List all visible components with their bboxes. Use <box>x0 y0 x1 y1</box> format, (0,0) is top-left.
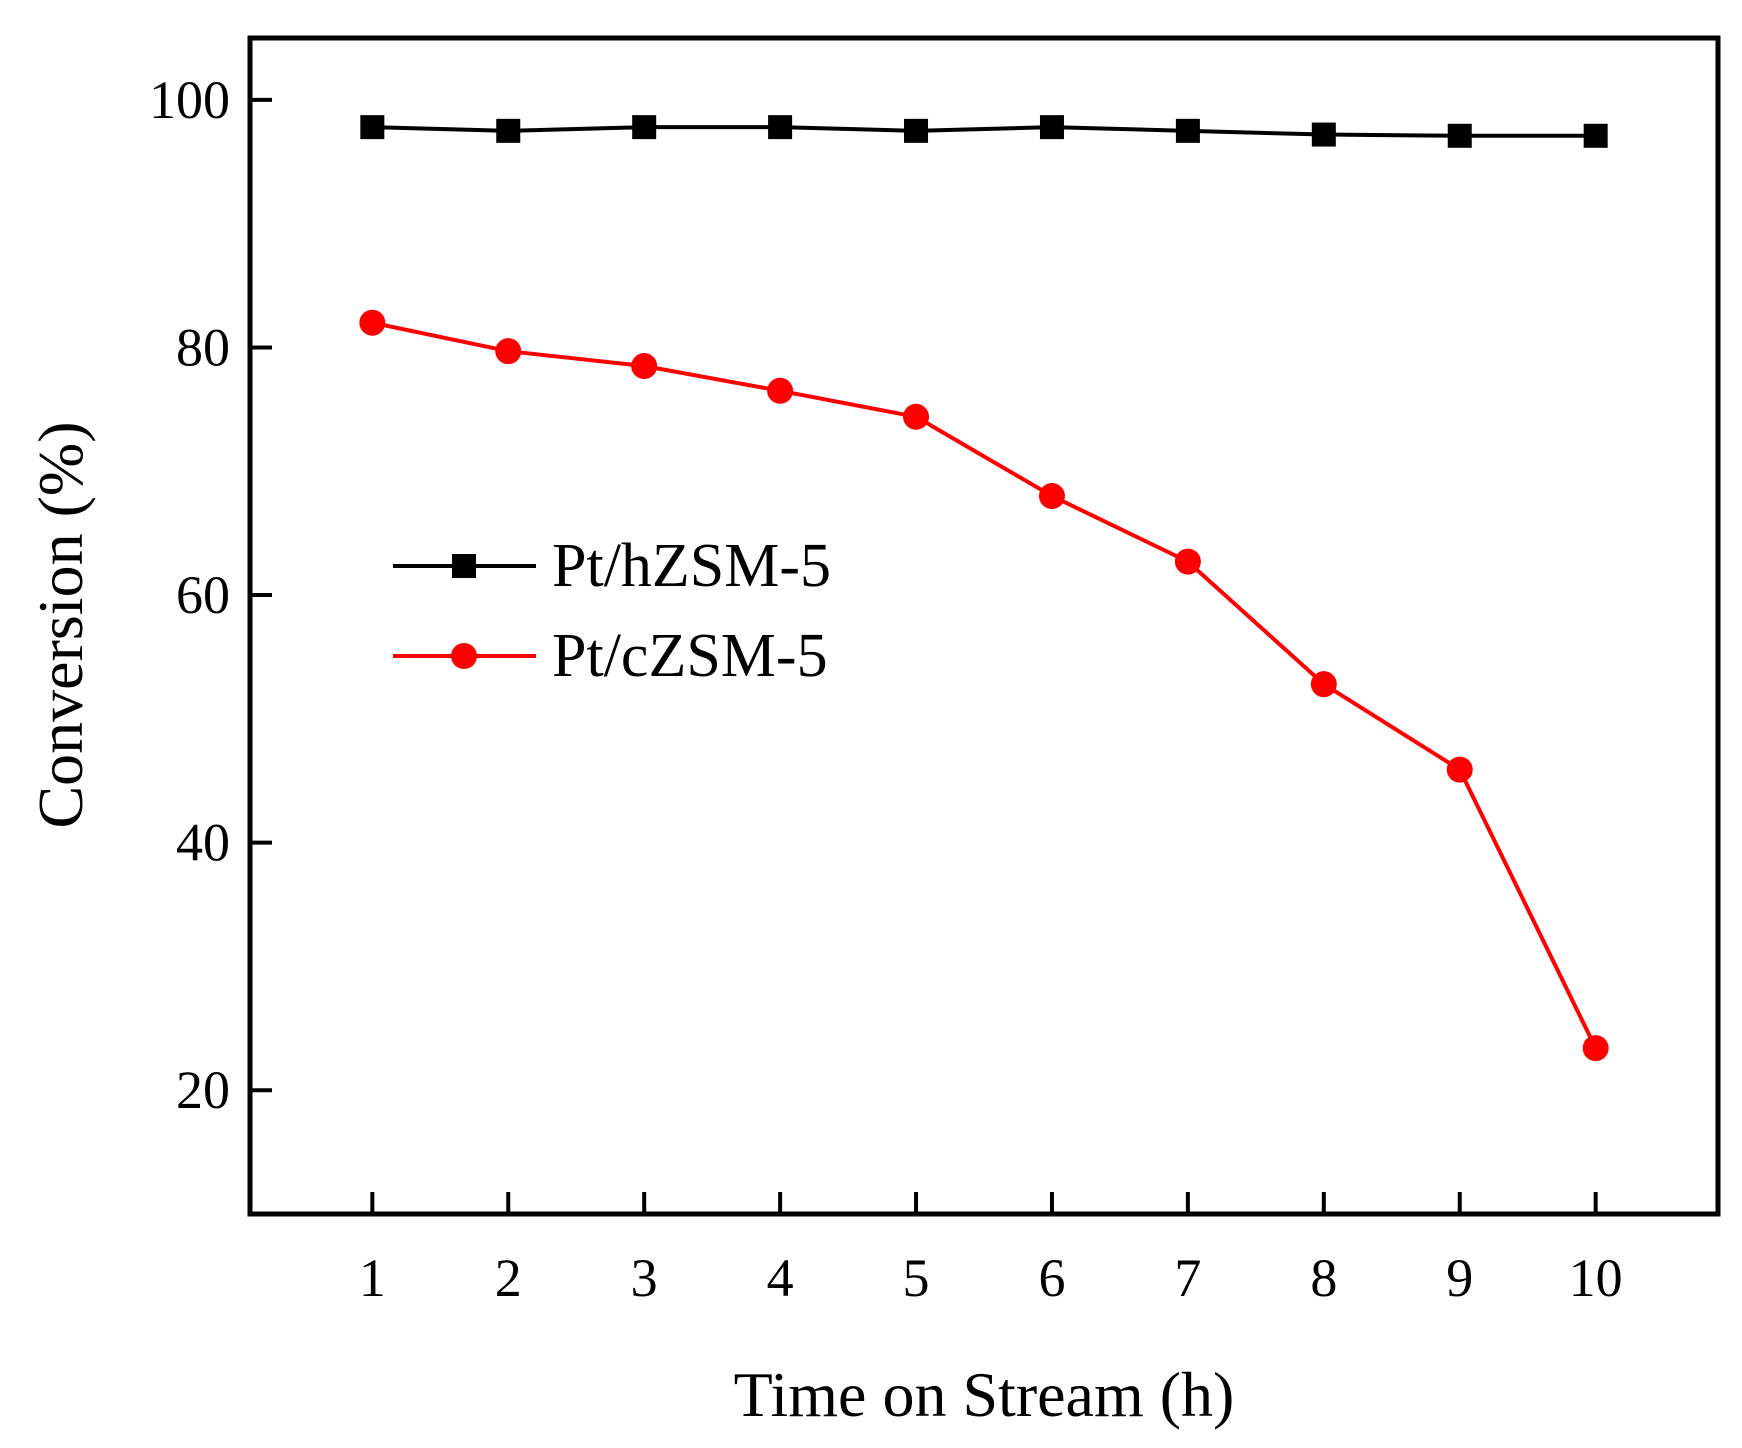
data-point-pt-czsm-5 <box>1446 756 1473 783</box>
data-point-pt-hzsm-5 <box>904 118 929 143</box>
series-layer <box>359 115 1609 1062</box>
data-point-pt-hzsm-5 <box>496 118 521 143</box>
data-point-pt-hzsm-5 <box>1311 122 1336 147</box>
data-point-pt-hzsm-5 <box>1039 115 1064 140</box>
x-tick-label: 10 <box>1569 1248 1623 1308</box>
x-tick-label: 3 <box>631 1248 658 1308</box>
series-line-pt-hzsm-5 <box>372 125 1596 138</box>
x-tick-label: 8 <box>1310 1248 1337 1308</box>
data-point-pt-czsm-5 <box>359 309 386 336</box>
y-axis-title: Conversion (%) <box>25 421 96 828</box>
x-axis-title: Time on Stream (h) <box>734 1359 1235 1430</box>
data-point-pt-czsm-5 <box>903 403 930 430</box>
data-point-pt-hzsm-5 <box>1583 123 1608 148</box>
y-tick-label: 80 <box>176 317 230 377</box>
y-tick-label: 60 <box>176 565 230 625</box>
x-tick-label: 9 <box>1446 1248 1473 1308</box>
x-axis: 1 2 3 4 5 6 7 8 9 10 <box>359 1192 1623 1308</box>
data-point-pt-czsm-5 <box>767 377 794 404</box>
legend-item-pt-hzsm5: Pt/hZSM-5 <box>393 532 831 600</box>
data-point-pt-hzsm-5 <box>1175 118 1200 143</box>
x-tick-label: 4 <box>767 1248 794 1308</box>
legend-marker-pt-hzsm5 <box>452 554 476 578</box>
y-axis: 20 40 60 80 100 <box>149 70 272 1120</box>
x-tick-label: 7 <box>1174 1248 1201 1308</box>
y-tick-label: 100 <box>149 70 230 130</box>
plot-frame <box>247 35 1721 1217</box>
data-point-pt-hzsm-5 <box>768 115 793 140</box>
data-point-pt-czsm-5 <box>1582 1035 1609 1062</box>
data-point-pt-czsm-5 <box>631 353 658 380</box>
data-point-pt-hzsm-5 <box>632 115 657 140</box>
legend-label-pt-hzsm5: Pt/hZSM-5 <box>552 532 831 600</box>
data-point-pt-hzsm-5 <box>360 115 385 140</box>
data-point-pt-czsm-5 <box>1038 483 1065 510</box>
x-tick-label: 5 <box>903 1248 930 1308</box>
x-tick-label: 2 <box>495 1248 522 1308</box>
legend-label-pt-czsm5: Pt/cZSM-5 <box>552 622 828 690</box>
y-tick-label: 40 <box>176 813 230 873</box>
data-point-pt-hzsm-5 <box>1447 123 1472 148</box>
legend-marker-pt-czsm5 <box>451 643 477 669</box>
data-point-pt-czsm-5 <box>495 338 522 365</box>
legend-item-pt-czsm5: Pt/cZSM-5 <box>393 622 828 690</box>
series-line-pt-czsm-5 <box>371 320 1598 1049</box>
x-tick-label: 1 <box>359 1248 386 1308</box>
y-tick-label: 20 <box>176 1060 230 1120</box>
data-point-pt-czsm-5 <box>1174 548 1201 575</box>
x-tick-label: 6 <box>1038 1248 1065 1308</box>
data-point-pt-czsm-5 <box>1310 671 1337 698</box>
legend: Pt/hZSM-5 Pt/cZSM-5 <box>393 532 831 690</box>
